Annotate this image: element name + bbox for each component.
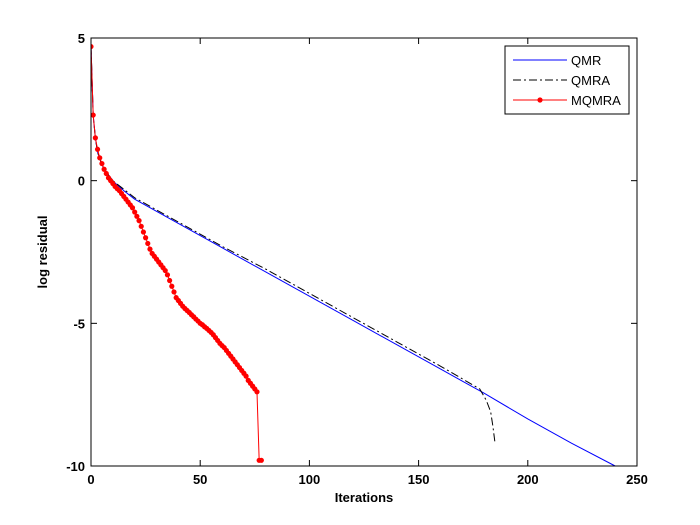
legend-label: QMRA (571, 73, 610, 88)
x-tick-label: 150 (408, 472, 430, 487)
data-point (101, 166, 107, 172)
data-point (132, 209, 138, 215)
x-tick-label: 200 (517, 472, 539, 487)
data-point (143, 235, 149, 241)
y-tick-label: -5 (73, 316, 85, 331)
y-tick-label: 0 (78, 174, 85, 189)
y-axis-label: log residual (35, 216, 50, 289)
axis-ticks: 0 50 100 150 200 250 -10 -5 0 5 (66, 31, 648, 487)
x-tick-label: 50 (193, 472, 207, 487)
data-point (91, 112, 96, 118)
series-mqmra (91, 43, 264, 463)
data-point (99, 160, 105, 167)
x-tick-label: 100 (299, 472, 321, 487)
data-point (145, 240, 151, 247)
legend-marker (537, 97, 543, 103)
data-point (243, 373, 249, 379)
data-point (162, 267, 168, 274)
data-point (94, 146, 101, 152)
data-point (92, 135, 98, 141)
y-tick-label: 5 (78, 31, 85, 46)
legend-label: QMR (571, 53, 601, 68)
y-tick-label: -10 (66, 459, 85, 474)
data-point (254, 389, 260, 395)
data-point (136, 218, 142, 224)
data-point (164, 272, 171, 278)
data-point (138, 223, 144, 229)
data-point (134, 213, 140, 219)
data-point (258, 457, 264, 463)
data-point (147, 246, 153, 252)
data-point (91, 43, 94, 50)
x-tick-label: 250 (626, 472, 648, 487)
data-point (129, 205, 136, 211)
data-point (167, 277, 173, 284)
data-point (103, 170, 109, 177)
legend-label: MQMRA (571, 93, 621, 108)
legend: QMR QMRA MQMRA (504, 45, 630, 115)
data-point (97, 155, 103, 161)
x-tick-label: 0 (87, 472, 94, 487)
data-point (140, 229, 147, 235)
data-point (169, 283, 175, 289)
data-point (171, 289, 177, 295)
plot-area (91, 43, 616, 467)
axes-frame (90, 37, 638, 467)
x-axis-label: Iterations (335, 490, 394, 505)
